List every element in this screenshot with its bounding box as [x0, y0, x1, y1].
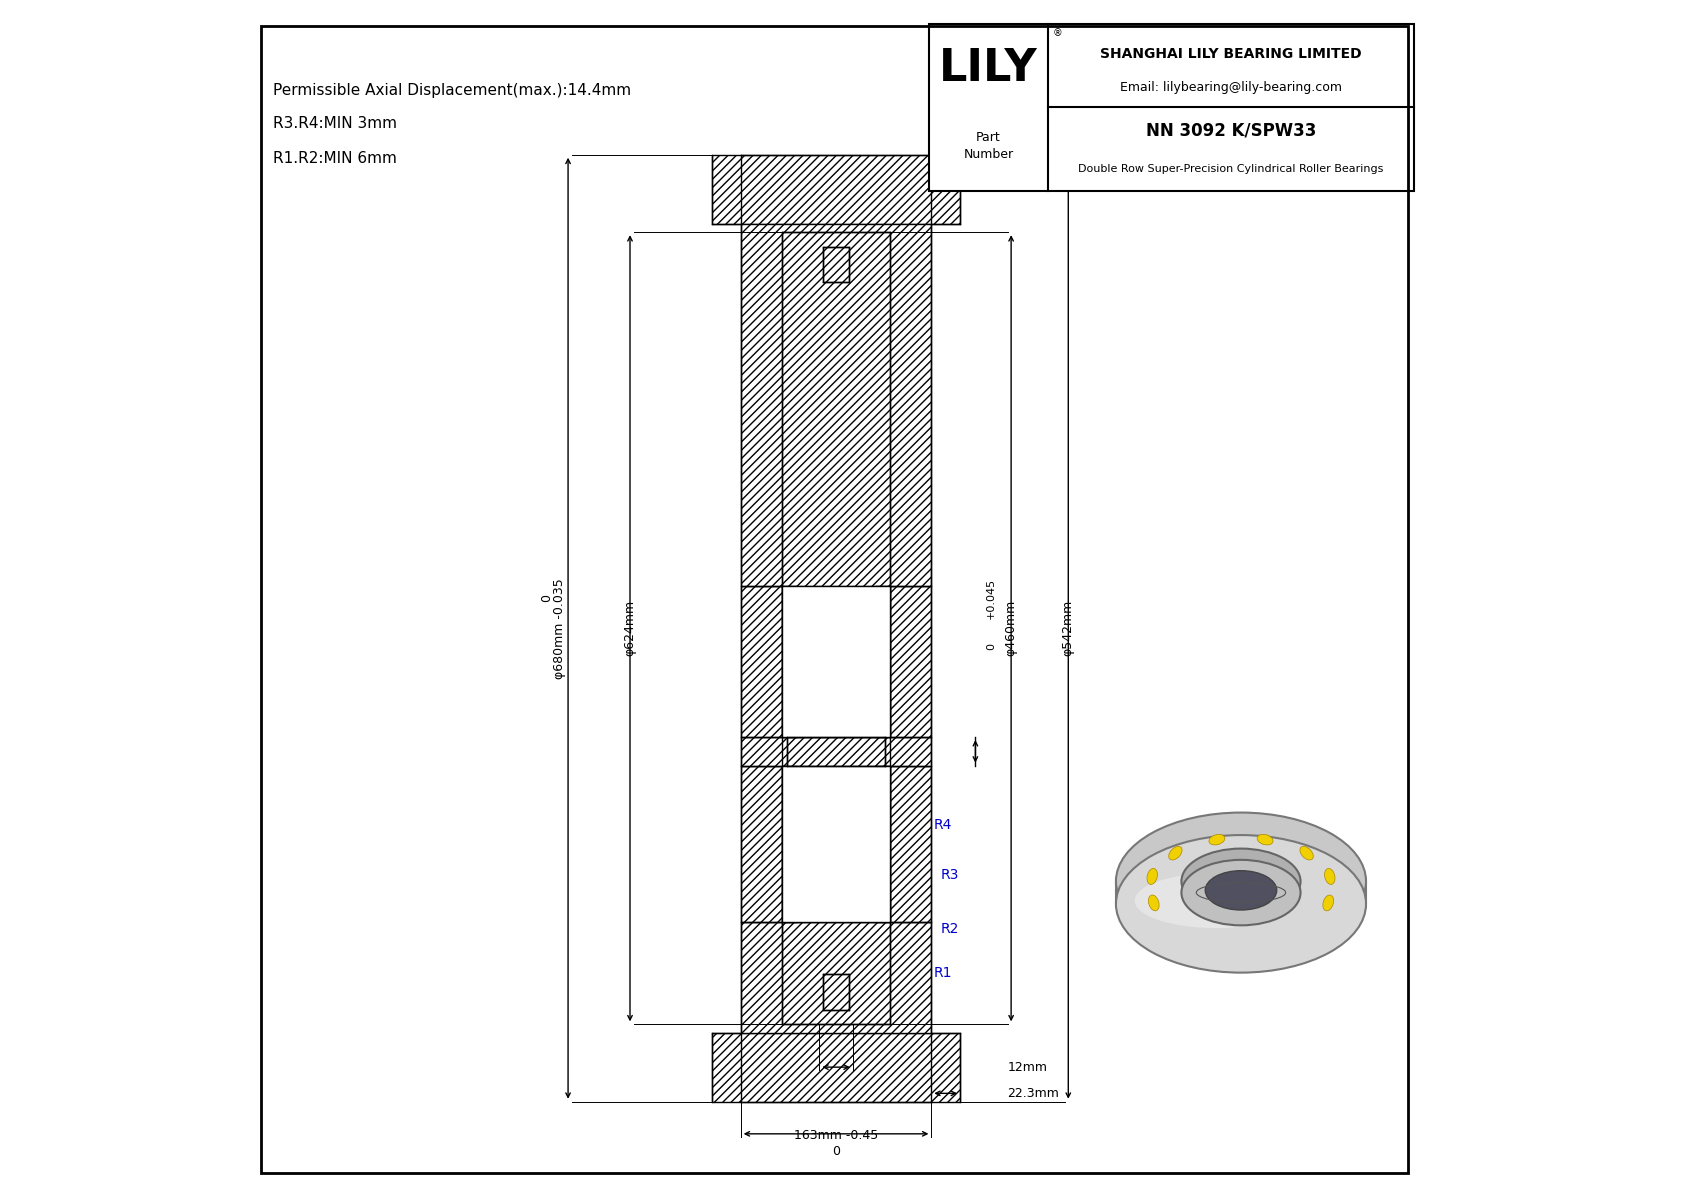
Text: R4: R4 [933, 818, 951, 833]
Bar [930, 24, 1413, 191]
Ellipse shape [1258, 835, 1273, 844]
Bar [889, 586, 931, 737]
Ellipse shape [1148, 894, 1159, 911]
Bar [712, 1033, 960, 1102]
Bar [889, 766, 931, 922]
Text: R2: R2 [941, 922, 960, 936]
Ellipse shape [1116, 835, 1366, 973]
Bar [783, 232, 889, 586]
Text: 163mm -0.45: 163mm -0.45 [793, 1129, 877, 1141]
Bar [783, 766, 889, 922]
Ellipse shape [1182, 860, 1300, 925]
Text: SHANGHAI LILY BEARING LIMITED: SHANGHAI LILY BEARING LIMITED [1100, 46, 1361, 61]
Bar [876, 766, 889, 922]
Text: Part
Number: Part Number [963, 131, 1014, 161]
Bar [783, 922, 889, 1024]
Ellipse shape [1300, 847, 1314, 860]
Bar [741, 922, 931, 1033]
Bar [741, 737, 931, 766]
Ellipse shape [1169, 847, 1182, 860]
Text: R3: R3 [941, 868, 960, 883]
Text: φ460mm: φ460mm [1005, 600, 1017, 656]
Bar [783, 766, 889, 922]
Ellipse shape [1206, 871, 1276, 910]
Ellipse shape [1325, 868, 1335, 885]
Text: Double Row Super-Precision Cylindrical Roller Bearings: Double Row Super-Precision Cylindrical R… [1078, 164, 1383, 174]
Bar [712, 155, 960, 224]
Text: 12mm: 12mm [1007, 1061, 1047, 1073]
Text: R1: R1 [933, 966, 951, 980]
Ellipse shape [1182, 848, 1300, 915]
Bar [823, 247, 849, 282]
Ellipse shape [1324, 894, 1334, 911]
Text: R1.R2:MIN 6mm: R1.R2:MIN 6mm [273, 151, 396, 166]
Text: ®: ® [1052, 29, 1063, 38]
Bar [741, 224, 931, 586]
Bar [783, 586, 797, 737]
Text: R3.R4:MIN 3mm: R3.R4:MIN 3mm [273, 117, 397, 131]
Text: Permissible Axial Displacement(max.):14.4mm: Permissible Axial Displacement(max.):14.… [273, 83, 632, 98]
Text: LILY: LILY [940, 48, 1037, 91]
Bar [876, 586, 889, 737]
Text: Email: lilybearing@lily-bearing.com: Email: lilybearing@lily-bearing.com [1120, 81, 1342, 94]
Text: φ624mm: φ624mm [623, 600, 637, 656]
Ellipse shape [1209, 835, 1224, 844]
Bar [741, 586, 783, 737]
Text: φ680mm -0.035: φ680mm -0.035 [554, 578, 566, 679]
Text: 22.3mm: 22.3mm [1007, 1087, 1059, 1099]
Text: 0: 0 [541, 594, 552, 603]
Bar [741, 766, 783, 922]
Text: NN 3092 K/SPW33: NN 3092 K/SPW33 [1145, 121, 1315, 139]
Text: +0.045: +0.045 [985, 578, 995, 619]
Text: 0: 0 [832, 1146, 840, 1158]
Bar [783, 766, 797, 922]
Text: φ542mm: φ542mm [1063, 600, 1074, 656]
Bar [783, 586, 889, 737]
Ellipse shape [1135, 873, 1297, 928]
Text: 0: 0 [985, 643, 995, 649]
Ellipse shape [1116, 812, 1366, 950]
Bar [823, 974, 849, 1010]
Ellipse shape [1147, 868, 1157, 885]
Bar [786, 737, 884, 766]
Bar [783, 586, 889, 737]
